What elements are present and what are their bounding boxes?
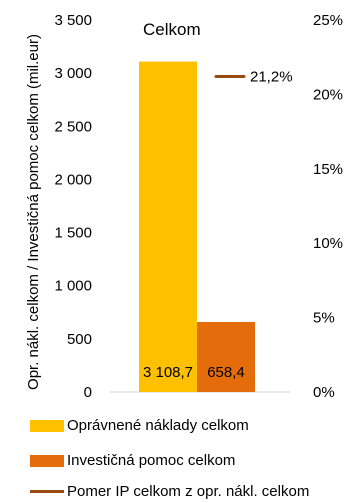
left-axis: 0 500 1 000 1 500 2 000 2 500 3 000 3 500 (54, 12, 92, 401)
y-tick-label: 2 500 (54, 118, 92, 135)
data-label-investicna-pomoc: 658,4 (207, 364, 245, 381)
y-tick-label: 0 (84, 384, 92, 401)
y-tick-label: 3 000 (54, 65, 92, 82)
legend-label: Pomer IP celkom z opr. nákl. celkom (67, 483, 310, 500)
legend-item-ratio: Pomer IP celkom z opr. nákl. celkom (30, 483, 348, 500)
legend-item-investicna-pomoc: Investičná pomoc celkom (30, 452, 348, 469)
y-tick-label: 1 000 (54, 278, 92, 295)
bar-opravnene-naklady (139, 61, 197, 392)
bar-investicna-pomoc (197, 322, 255, 392)
right-axis: 0% 5% 10% 15% 20% 25% (313, 12, 343, 401)
legend-label: Investičná pomoc celkom (67, 452, 236, 469)
legend-swatch (30, 419, 64, 432)
data-label-opravnene-naklady: 3 108,7 (143, 364, 193, 381)
y2-tick-label: 25% (313, 12, 343, 29)
y-tick-label: 3 500 (54, 12, 92, 29)
y-tick-label: 500 (67, 331, 92, 348)
y-tick-label: 1 500 (54, 225, 92, 242)
y-axis-label: Opr. nákl. celkom / Investičná pomoc cel… (25, 34, 42, 390)
y2-tick-label: 15% (313, 161, 343, 178)
y2-tick-label: 20% (313, 86, 343, 103)
legend-line (30, 490, 64, 493)
legend-label: Oprávnené náklady celkom (67, 417, 249, 434)
y2-tick-label: 0% (313, 384, 335, 401)
chart-title: Celkom (143, 20, 201, 39)
y2-tick-label: 5% (313, 310, 335, 327)
y2-tick-label: 10% (313, 235, 343, 252)
data-label-ratio: 21,2% (250, 69, 293, 86)
legend-swatch (30, 454, 64, 467)
legend-item-opravnene-naklady: Oprávnené náklady celkom (30, 417, 348, 434)
y-tick-label: 2 000 (54, 171, 92, 188)
